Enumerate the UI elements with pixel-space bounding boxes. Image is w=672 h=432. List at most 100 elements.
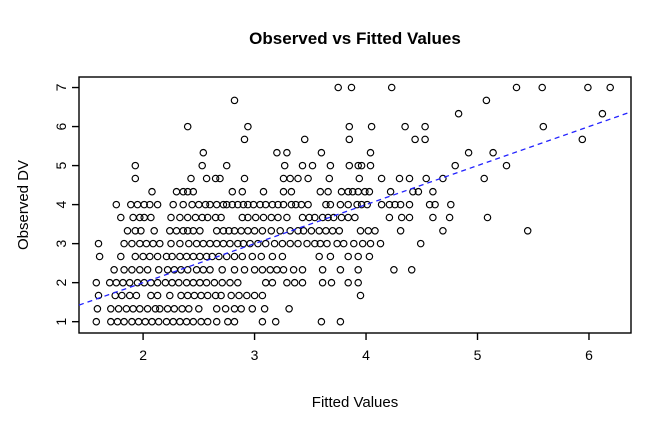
data-point	[286, 174, 294, 183]
data-point	[162, 317, 171, 326]
data-point	[153, 252, 162, 261]
data-point	[414, 187, 423, 196]
data-point	[318, 213, 327, 222]
data-point	[226, 239, 234, 248]
data-point	[290, 278, 299, 287]
data-point	[395, 174, 404, 183]
data-point	[337, 213, 346, 222]
data-point	[212, 200, 221, 209]
data-point	[268, 278, 277, 287]
identity-reference-line	[78, 111, 632, 306]
data-point	[237, 227, 245, 235]
data-point	[188, 200, 196, 209]
data-point	[363, 200, 371, 209]
data-point	[183, 266, 192, 274]
data-point	[156, 305, 164, 313]
data-point	[136, 266, 144, 274]
data-point	[315, 252, 323, 261]
data-point	[391, 200, 399, 209]
data-point	[185, 239, 193, 248]
data-point	[112, 278, 121, 287]
data-point	[283, 213, 291, 222]
data-point	[192, 239, 201, 248]
data-point	[113, 317, 122, 326]
data-point	[292, 200, 300, 209]
data-point	[324, 213, 332, 222]
data-point	[405, 174, 414, 183]
data-point	[139, 252, 147, 261]
data-point	[267, 227, 276, 235]
data-point	[339, 239, 348, 248]
data-point	[230, 96, 239, 105]
data-point	[206, 200, 214, 209]
data-point	[334, 83, 342, 92]
data-point	[304, 200, 312, 209]
data-points	[92, 83, 614, 326]
data-point	[344, 200, 352, 209]
data-point	[132, 291, 141, 300]
data-point	[366, 239, 375, 248]
data-point	[305, 213, 313, 222]
data-point	[251, 213, 260, 222]
data-point	[134, 317, 143, 326]
data-point	[178, 305, 186, 313]
data-point	[358, 239, 367, 248]
data-point	[365, 252, 374, 261]
data-point	[261, 239, 270, 248]
data-point	[385, 200, 394, 209]
data-point	[169, 200, 177, 209]
data-point	[344, 213, 352, 222]
data-point	[278, 239, 287, 248]
data-point	[258, 266, 267, 274]
data-point	[148, 317, 156, 326]
data-point	[244, 227, 252, 235]
data-point	[211, 291, 220, 300]
data-point	[210, 278, 219, 287]
data-point	[258, 291, 267, 300]
data-point	[199, 266, 208, 274]
data-point	[143, 305, 152, 313]
data-point	[195, 305, 203, 313]
data-point	[114, 305, 123, 313]
data-point	[206, 266, 214, 274]
data-point	[279, 187, 288, 196]
data-point	[270, 239, 279, 248]
data-point	[539, 122, 548, 131]
data-point	[451, 161, 459, 170]
data-point	[357, 200, 366, 209]
data-point	[190, 291, 199, 300]
plot-box	[78, 76, 632, 334]
data-point	[260, 305, 269, 313]
data-point	[156, 239, 164, 248]
data-point	[206, 239, 214, 248]
data-point	[584, 83, 592, 92]
data-point	[357, 161, 366, 170]
data-point	[117, 252, 125, 261]
data-point	[176, 252, 184, 261]
data-point	[105, 278, 114, 287]
data-point	[147, 213, 155, 222]
data-point	[240, 135, 249, 144]
data-point	[228, 187, 237, 196]
data-point	[248, 252, 257, 261]
data-point	[122, 305, 131, 313]
data-point	[192, 266, 201, 274]
data-point	[211, 213, 220, 222]
data-point	[179, 187, 187, 196]
data-point	[376, 239, 385, 248]
data-point	[298, 213, 307, 222]
data-point	[227, 291, 235, 300]
data-point	[203, 291, 212, 300]
data-point	[356, 291, 365, 300]
data-point	[234, 239, 242, 248]
data-point	[317, 317, 326, 326]
data-point	[133, 278, 142, 287]
data-point	[336, 266, 345, 274]
data-point	[294, 239, 302, 248]
data-point	[240, 174, 249, 183]
data-point	[148, 187, 156, 196]
data-point	[258, 227, 267, 235]
data-point	[118, 291, 126, 300]
data-point	[482, 96, 491, 105]
data-point	[377, 174, 386, 183]
